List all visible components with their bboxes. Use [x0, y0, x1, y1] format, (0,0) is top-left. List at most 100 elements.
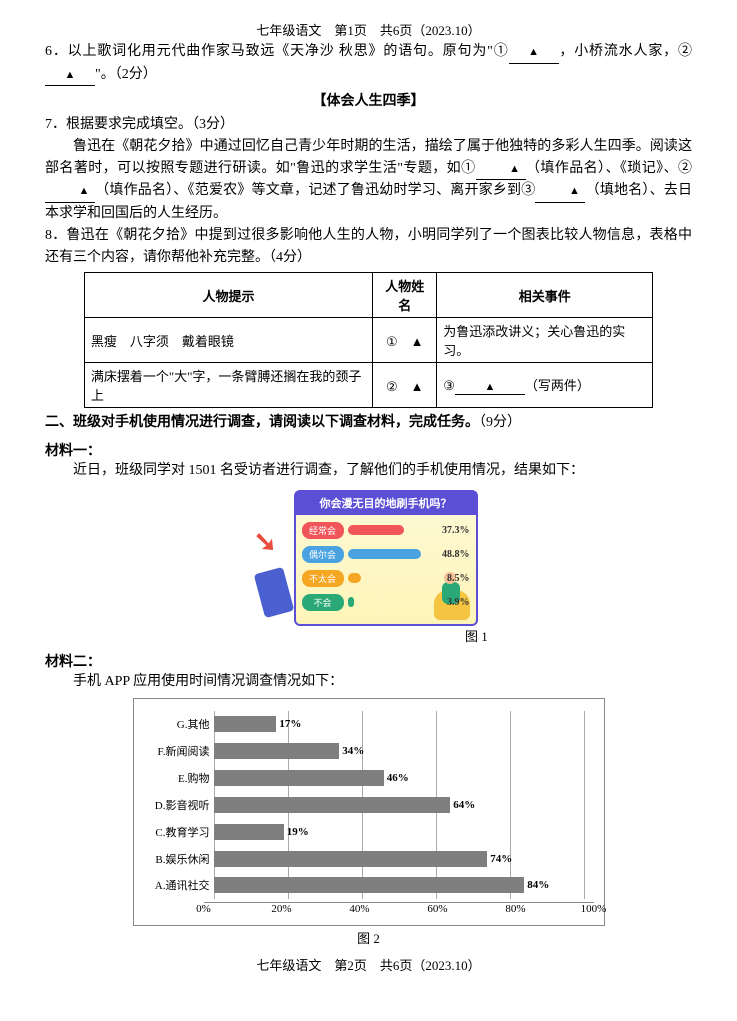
chart-1-container: ➘ 你会漫无目的地刷手机吗？ 经常会37.3% 偶尔会 48.8% 不太会 8.5% 不会…	[254, 490, 484, 626]
chart-1-value: 8.5%	[447, 573, 470, 584]
chart-2-gridline	[584, 711, 585, 899]
q6-text-b: ，小桥流水人家，②	[559, 44, 692, 59]
chart-2-row: E.购物46%	[214, 769, 584, 787]
chart-2-plot: G.其他17%F.新闻阅读34%E.购物46%D.影音视听64%C.教育学习19…	[214, 711, 584, 921]
q7-blank-2	[45, 180, 95, 203]
q7-b: （填作品名）、《琐记》、②	[526, 161, 692, 176]
material-1-label: 材料一：	[45, 440, 692, 460]
chart-1-bar-track	[348, 573, 444, 583]
q7-c: （填作品名）、《范爱农》等文章，记述了鲁迅幼时学习、离开家乡到③	[95, 183, 535, 198]
chart-2-category-label: A.通讯社交	[140, 877, 214, 893]
r1c2: ① ▲	[373, 318, 437, 363]
chart-1-value: 37.3%	[442, 525, 470, 536]
chart-2-bar	[214, 851, 488, 867]
r2c3: ③ （写两件）	[437, 363, 653, 408]
chart-2-category-label: C.教育学习	[140, 824, 214, 840]
r1c3: 为鲁迅添改讲义；关心鲁迅的实习。	[437, 318, 653, 363]
phone-icon	[253, 566, 294, 617]
chart-1-bar-track	[348, 597, 444, 607]
chart-1-value: 48.8%	[442, 549, 470, 560]
chart-1-row: 不会3.9%	[302, 594, 470, 611]
chart-1-bar-track	[348, 549, 439, 559]
th-hint: 人物提示	[84, 273, 372, 318]
chart-1-row: 不太会 8.5%	[302, 570, 470, 587]
character-table: 人物提示 人物姓名 相关事件 黑瘦 八字须 戴着眼镜 ① ▲ 为鲁迅添改讲义；关…	[84, 272, 653, 408]
chart-2-value: 19%	[287, 826, 309, 838]
chart-2-tick-label: 100%	[581, 903, 607, 915]
sec2-title: 二、班级对手机使用情况进行调查，请阅读以下调查材料，完成任务。	[45, 415, 479, 430]
chart-2-tick-label: 20%	[271, 903, 291, 915]
chart-2-tick-label: 60%	[427, 903, 447, 915]
chart-2-category-label: B.娱乐休闲	[140, 851, 214, 867]
chart-2-row: D.影音视听64%	[214, 796, 584, 814]
q7-blank-1	[476, 158, 526, 181]
chart-2-value: 74%	[490, 853, 512, 865]
chart-2-row: A.通讯社交84%	[214, 876, 584, 894]
chart-2-bar	[214, 824, 284, 840]
question-6: 6．以上歌词化用元代曲作家马致远《天净沙 秋思》的语句。原句为"① ，小桥流水人家…	[45, 41, 692, 86]
th-event: 相关事件	[437, 273, 653, 318]
chart-2-category-label: F.新闻阅读	[140, 743, 214, 759]
chart-2-row: B.娱乐休闲74%	[214, 850, 584, 868]
sec2-score: （9分）	[479, 415, 521, 430]
arrow-icon: ➘	[254, 525, 277, 559]
chart-1-bar	[348, 525, 404, 535]
chart-2-tick-label: 0%	[196, 903, 211, 915]
chart-1: 你会漫无目的地刷手机吗？ 经常会37.3% 偶尔会 48.8% 不太会 8.5% 不会3.…	[294, 490, 478, 626]
chart-1-row-label: 偶尔会	[302, 546, 344, 563]
chart-2-bar	[214, 743, 340, 759]
figure-2-caption: 图 2	[45, 928, 692, 947]
r2c3-b: （写两件）	[525, 378, 590, 393]
chart-2-category-label: E.购物	[140, 770, 214, 786]
material-2-text: 手机 APP 应用使用时间情况调查情况如下：	[45, 671, 692, 693]
table-row: 满床摆着一个"大"字，一条臂膊还搁在我的颈子上 ② ▲ ③ （写两件）	[84, 363, 652, 408]
r1c1: 黑瘦 八字须 戴着眼镜	[84, 318, 372, 363]
figure-1-caption: 图 1	[45, 626, 692, 645]
chart-2-axis: 0%20%40%60%80%100%	[204, 903, 594, 921]
chart-1-bar	[348, 597, 354, 607]
chart-2-value: 84%	[527, 879, 549, 891]
q7-blank-3	[535, 180, 585, 203]
chart-2: G.其他17%F.新闻阅读34%E.购物46%D.影音视听64%C.教育学习19…	[133, 698, 605, 926]
r2c3-blank	[455, 378, 525, 395]
chart-2-bar	[214, 770, 384, 786]
chart-2-value: 17%	[279, 718, 301, 730]
th-name: 人物姓名	[373, 273, 437, 318]
r2c1: 满床摆着一个"大"字，一条臂膊还搁在我的颈子上	[84, 363, 372, 408]
chart-1-row: 偶尔会 48.8%	[302, 546, 470, 563]
table-header-row: 人物提示 人物姓名 相关事件	[84, 273, 652, 318]
chart-2-bar	[214, 716, 277, 732]
chart-1-row: 经常会37.3%	[302, 522, 470, 539]
chart-2-value: 46%	[387, 772, 409, 784]
chart-1-title: 你会漫无目的地刷手机吗？	[295, 491, 477, 515]
material-1-text: 近日，班级同学对 1501 名受访者进行调查，了解他们的手机使用情况，结果如下：	[45, 460, 692, 482]
chart-2-bar	[214, 797, 451, 813]
chart-2-row: F.新闻阅读34%	[214, 742, 584, 760]
chart-1-bar	[348, 573, 362, 583]
chart-1-bar-track	[348, 525, 439, 535]
chart-1-bars: 经常会37.3% 偶尔会 48.8% 不太会 8.5% 不会3.9%	[296, 522, 476, 611]
chart-2-bar	[214, 877, 525, 893]
r2c3-a: ③	[443, 378, 455, 393]
chart-2-row: C.教育学习19%	[214, 823, 584, 841]
q6-text-a: 6．以上歌词化用元代曲作家马致远《天净沙 秋思》的语句。原句为"①	[45, 44, 509, 59]
chart-1-row-label: 不太会	[302, 570, 344, 587]
page-footer: 七年级语文 第2页 共6页（2023.10）	[45, 955, 692, 974]
chart-2-value: 64%	[453, 799, 475, 811]
q7-body: 鲁迅在《朝花夕拾》中通过回忆自己青少年时期的生活，描绘了属于他独特的多彩人生四季…	[45, 136, 692, 225]
chart-2-tick-label: 40%	[349, 903, 369, 915]
chart-2-category-label: G.其他	[140, 716, 214, 732]
chart-1-bar	[348, 549, 422, 559]
table-row: 黑瘦 八字须 戴着眼镜 ① ▲ 为鲁迅添改讲义；关心鲁迅的实习。	[84, 318, 652, 363]
material-2-label: 材料二：	[45, 651, 692, 671]
q6-blank-1	[509, 41, 559, 64]
chart-2-value: 34%	[342, 745, 364, 757]
page-header-1: 七年级语文 第1页 共6页（2023.10）	[45, 20, 692, 39]
r2c2: ② ▲	[373, 363, 437, 408]
q8-text: 8．鲁迅在《朝花夕拾》中提到过很多影响他人生的人物，小明同学列了一个图表比较人物…	[45, 225, 692, 268]
section-title-life: 【体会人生四季】	[45, 90, 692, 110]
q6-text-c: "。（2分）	[95, 67, 157, 82]
chart-1-value: 3.9%	[447, 597, 470, 608]
section-2-title: 二、班级对手机使用情况进行调查，请阅读以下调查材料，完成任务。（9分）	[45, 412, 692, 434]
chart-2-category-label: D.影音视听	[140, 797, 214, 813]
